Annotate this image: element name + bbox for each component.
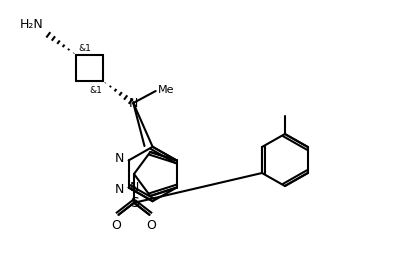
- Text: Me: Me: [158, 85, 174, 95]
- Text: S: S: [129, 196, 138, 210]
- Text: O: O: [112, 219, 121, 232]
- Text: N: N: [129, 96, 138, 109]
- Text: N: N: [129, 181, 139, 194]
- Text: N: N: [114, 152, 124, 165]
- Text: H₂N: H₂N: [20, 18, 44, 31]
- Text: &1: &1: [79, 44, 91, 53]
- Text: N: N: [114, 183, 124, 196]
- Text: O: O: [147, 219, 156, 232]
- Text: &1: &1: [89, 86, 102, 95]
